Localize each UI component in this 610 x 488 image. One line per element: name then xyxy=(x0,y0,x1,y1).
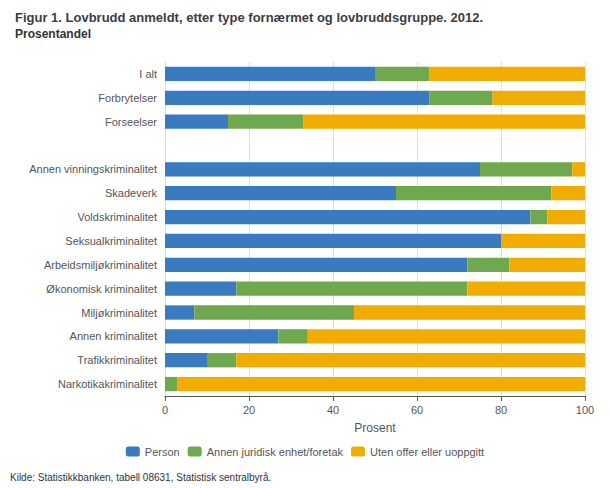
svg-text:Annen vinningskriminalitet: Annen vinningskriminalitet xyxy=(29,163,157,175)
svg-text:Skadeverk: Skadeverk xyxy=(105,187,157,199)
svg-text:Arbeidsmiljøkriminalitet: Arbeidsmiljøkriminalitet xyxy=(44,259,157,271)
svg-text:100: 100 xyxy=(576,404,594,416)
svg-text:I alt: I alt xyxy=(139,68,157,80)
svg-text:0: 0 xyxy=(162,404,168,416)
svg-text:Person: Person xyxy=(145,446,180,458)
svg-text:60: 60 xyxy=(411,404,423,416)
svg-text:Forbrytelser: Forbrytelser xyxy=(98,92,157,104)
svg-text:40: 40 xyxy=(327,404,339,416)
svg-text:Annen juridisk enhet/foretak: Annen juridisk enhet/foretak xyxy=(207,446,344,458)
svg-text:Narkotikakriminalitet: Narkotikakriminalitet xyxy=(58,378,157,390)
svg-text:Voldskriminalitet: Voldskriminalitet xyxy=(78,211,157,223)
svg-text:Trafikkriminalitet: Trafikkriminalitet xyxy=(77,354,157,366)
svg-text:80: 80 xyxy=(495,404,507,416)
svg-text:Økonomisk kriminalitet: Økonomisk kriminalitet xyxy=(46,283,157,295)
svg-text:Miljøkriminalitet: Miljøkriminalitet xyxy=(81,307,157,319)
svg-text:Prosent: Prosent xyxy=(354,421,396,435)
svg-text:Prosentandel: Prosentandel xyxy=(15,27,91,41)
svg-text:Annen kriminalitet: Annen kriminalitet xyxy=(70,330,157,342)
svg-text:Seksualkriminalitet: Seksualkriminalitet xyxy=(65,235,157,247)
svg-text:Kilde: Statistikkbanken, tabel: Kilde: Statistikkbanken, tabell 08631, S… xyxy=(10,472,271,483)
svg-text:Uten offer eller uoppgitt: Uten offer eller uoppgitt xyxy=(370,446,484,458)
svg-text:Figur 1. Lovbrudd anmeldt, ett: Figur 1. Lovbrudd anmeldt, etter type fo… xyxy=(15,10,483,25)
svg-text:Forseelser: Forseelser xyxy=(105,116,157,128)
svg-text:20: 20 xyxy=(243,404,255,416)
